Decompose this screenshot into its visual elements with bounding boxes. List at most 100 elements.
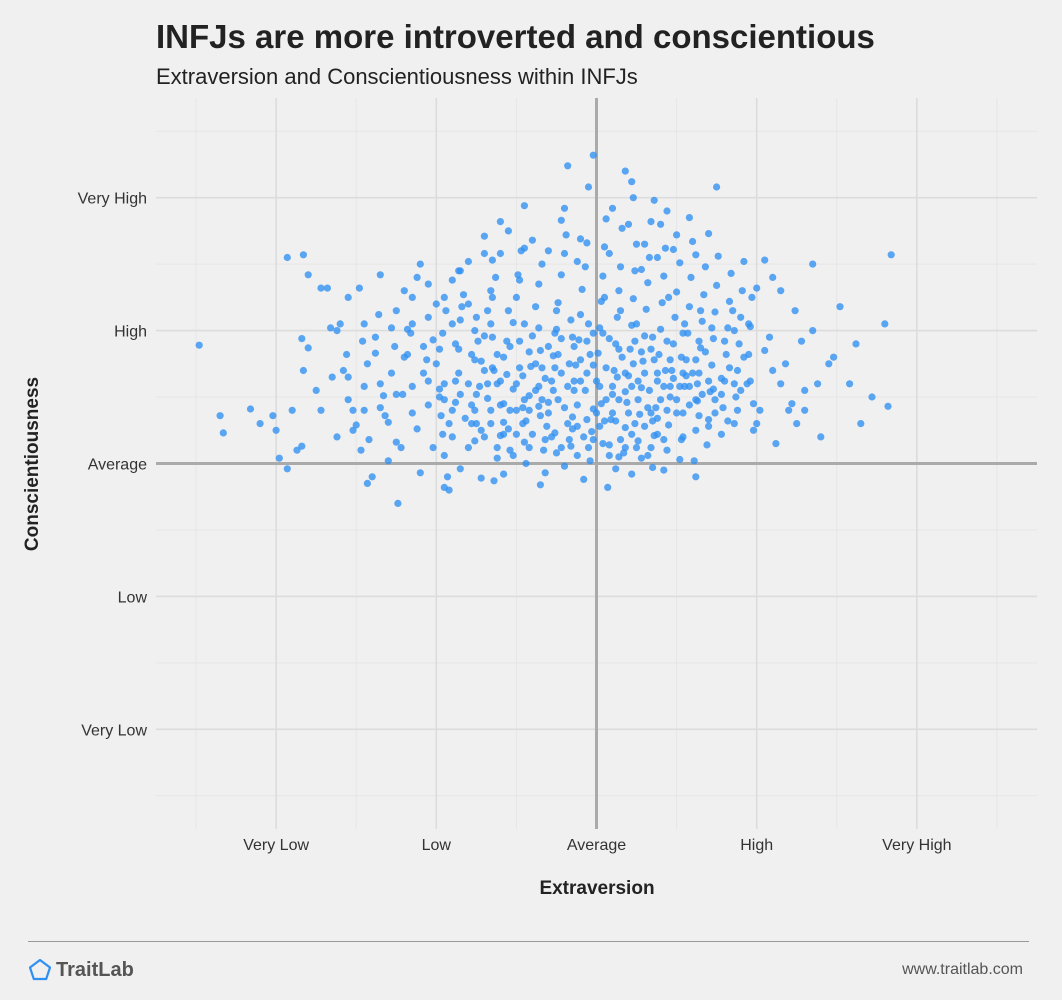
data-point: [649, 417, 657, 425]
data-point: [459, 291, 468, 299]
data-point: [797, 337, 806, 345]
data-point: [589, 151, 597, 159]
data-point: [500, 418, 508, 426]
data-point: [551, 329, 559, 337]
data-point: [544, 398, 553, 406]
data-point: [448, 433, 456, 441]
data-point: [435, 385, 444, 393]
data-point: [472, 313, 480, 321]
data-point: [448, 406, 456, 414]
traitlab-logo[interactable]: TraitLab: [28, 958, 134, 982]
data-point: [708, 324, 716, 332]
data-point: [544, 342, 553, 351]
data-point: [408, 320, 416, 328]
data-point: [506, 446, 514, 454]
data-point: [661, 244, 670, 252]
data-point: [735, 340, 743, 348]
data-point: [761, 256, 769, 264]
data-point: [660, 466, 668, 474]
data-point: [618, 224, 626, 232]
data-point: [817, 433, 825, 441]
site-url[interactable]: www.traitlab.com: [902, 961, 1023, 978]
data-point: [769, 273, 777, 281]
data-point: [299, 251, 307, 259]
data-point: [753, 420, 761, 428]
data-point: [690, 457, 698, 465]
data-point: [608, 409, 617, 417]
data-point: [644, 404, 652, 412]
data-point: [887, 251, 895, 259]
data-point: [639, 357, 647, 365]
data-point: [458, 303, 466, 311]
data-point: [371, 333, 379, 341]
data-point: [596, 382, 604, 390]
data-point: [381, 412, 389, 420]
data-point: [552, 449, 561, 457]
pentagon-icon: [28, 958, 52, 981]
data-point: [456, 465, 464, 473]
data-point: [756, 406, 764, 414]
data-point: [733, 406, 742, 414]
data-point: [560, 204, 569, 212]
data-point: [570, 386, 578, 394]
data-point: [679, 329, 687, 337]
data-point: [583, 337, 591, 345]
data-point: [439, 430, 447, 438]
data-point: [705, 422, 713, 430]
data-point: [352, 421, 360, 429]
chart-subtitle: Extraversion and Conscientiousness withi…: [156, 64, 638, 89]
data-point: [695, 412, 703, 420]
data-point: [629, 360, 637, 368]
data-point: [468, 401, 476, 409]
data-point: [676, 259, 684, 267]
data-point: [599, 272, 607, 280]
data-point: [557, 335, 565, 343]
data-point: [671, 313, 679, 321]
data-point: [730, 327, 738, 335]
data-point: [713, 183, 721, 191]
data-point: [825, 360, 833, 368]
data-point: [464, 380, 472, 388]
data-point: [392, 307, 400, 315]
data-point: [451, 398, 460, 406]
data-point: [793, 420, 801, 428]
data-point: [653, 369, 662, 377]
data-point: [520, 202, 529, 210]
data-point: [323, 284, 331, 292]
data-point: [647, 409, 655, 417]
data-point: [753, 284, 761, 292]
data-point: [749, 426, 758, 434]
data-point: [536, 412, 545, 420]
data-point: [538, 260, 546, 268]
data-point: [721, 337, 729, 345]
data-point: [568, 333, 577, 341]
data-point: [429, 444, 437, 452]
data-point: [632, 320, 641, 328]
data-point: [679, 409, 687, 417]
x-tick-label: Average: [567, 837, 626, 854]
data-point: [730, 380, 738, 388]
data-point: [615, 345, 623, 353]
data-point: [615, 396, 623, 404]
data-point: [846, 380, 854, 388]
data-point: [608, 204, 617, 212]
data-point: [621, 167, 629, 175]
data-point: [464, 300, 472, 308]
data-point: [616, 263, 625, 271]
x-axis-label: Extraversion: [539, 878, 655, 899]
data-point: [658, 299, 666, 307]
data-point: [573, 257, 581, 266]
data-point: [647, 218, 655, 226]
y-axis-label: Conscientiousness: [22, 376, 43, 552]
data-point: [525, 406, 533, 414]
data-point: [572, 361, 580, 369]
data-point: [663, 406, 671, 414]
data-point: [532, 303, 540, 311]
x-tick-label: Very Low: [243, 837, 309, 854]
data-point: [852, 340, 860, 348]
data-point: [602, 215, 610, 223]
data-point: [504, 307, 512, 315]
data-point: [567, 316, 575, 324]
data-point: [339, 366, 347, 375]
